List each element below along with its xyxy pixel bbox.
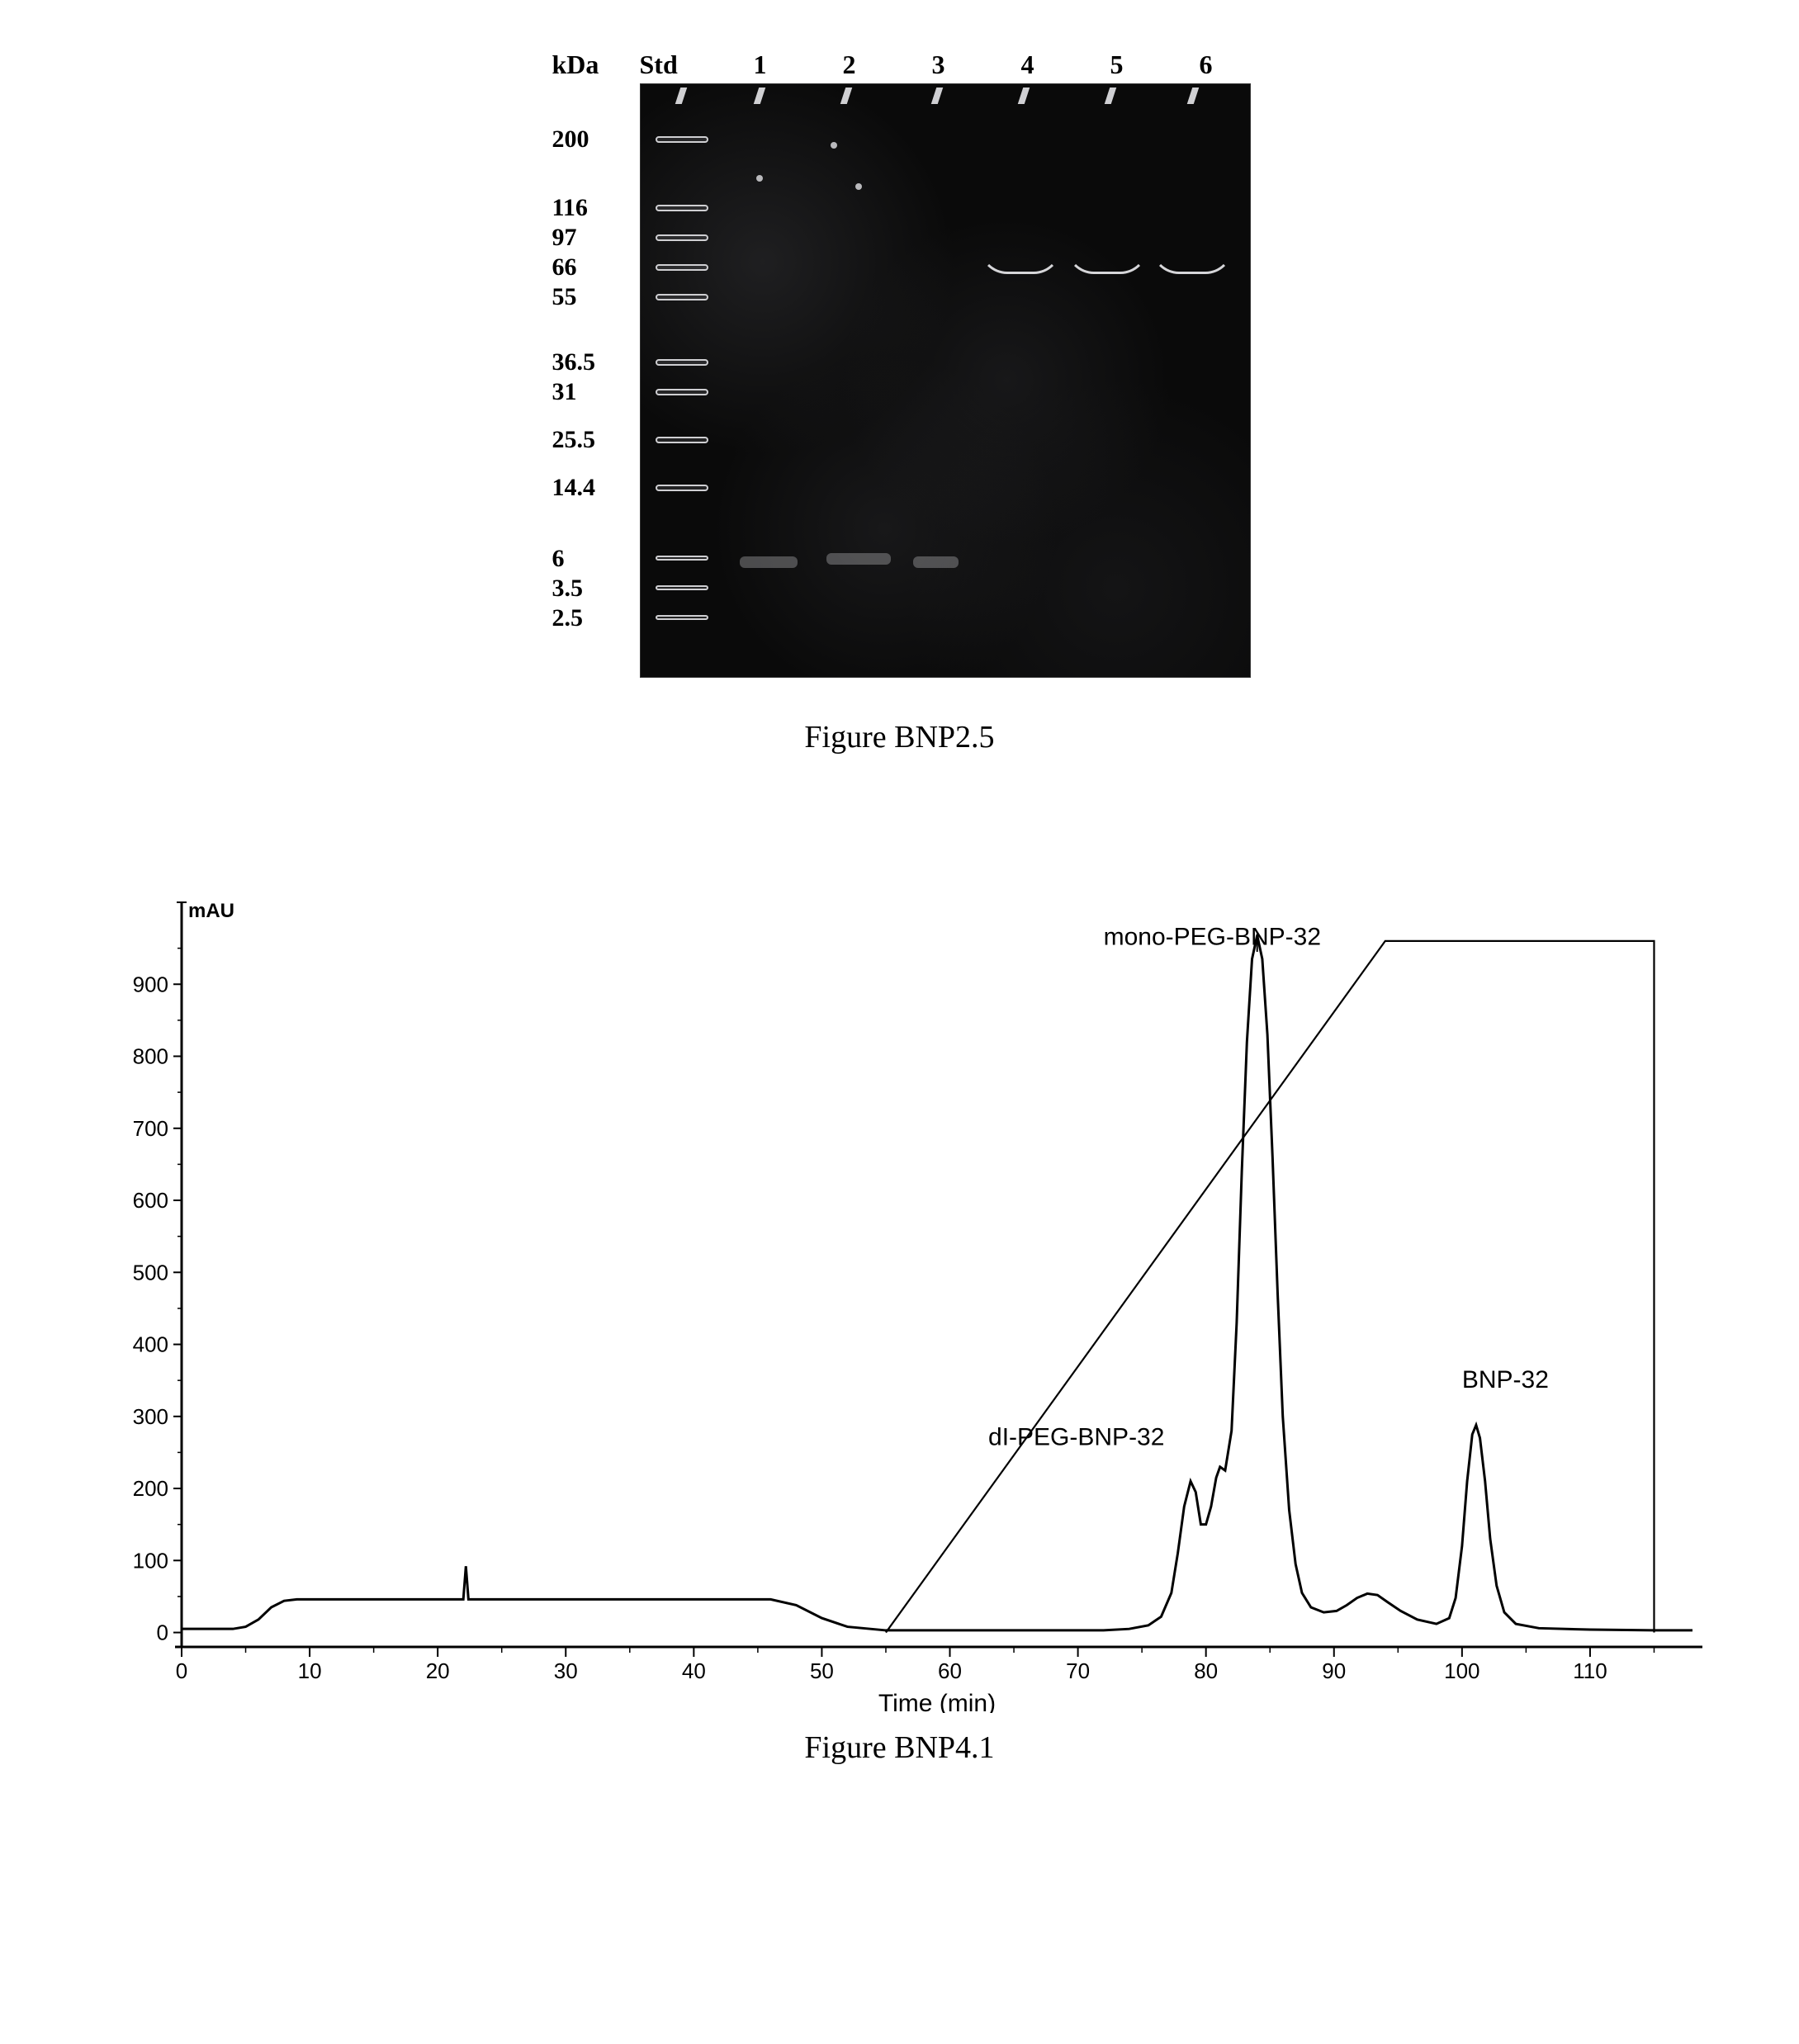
lane-label-std: Std (640, 50, 716, 80)
gel-noise (641, 84, 1250, 677)
x-tick-label: 0 (175, 1658, 187, 1683)
gel-image (640, 83, 1251, 678)
x-tick-label: 40 (681, 1658, 705, 1683)
y-axis-unit: mAU (188, 900, 234, 922)
ladder-band (656, 205, 708, 211)
lane-label-2: 2 (805, 50, 894, 80)
gel-wrapper: kDa Std 1 2 3 4 5 6 20011697665536.53125… (549, 50, 1251, 678)
mw-marker-label: 31 (552, 378, 577, 406)
y-tick-label: 900 (132, 972, 168, 996)
x-tick-label: 10 (297, 1658, 321, 1683)
mw-marker-label: 6 (552, 545, 565, 573)
ladder-band (656, 585, 708, 590)
gel-caption: Figure BNP2.5 (83, 719, 1716, 755)
ladder-band (656, 264, 708, 271)
chromatogram-trace (182, 935, 1692, 1630)
lane-label-6: 6 (1162, 50, 1251, 80)
lane-label-4: 4 (983, 50, 1072, 80)
y-tick-label: 500 (132, 1260, 168, 1285)
ladder-band (656, 485, 708, 491)
mw-marker-label: 3.5 (552, 575, 584, 603)
ladder-band (656, 615, 708, 620)
ladder-band (656, 389, 708, 395)
x-tick-label: 80 (1194, 1658, 1218, 1683)
mw-marker-label: 14.4 (552, 474, 596, 502)
mw-marker-label: 55 (552, 283, 577, 311)
mw-marker-label: 97 (552, 224, 577, 252)
y-tick-label: 600 (132, 1188, 168, 1213)
x-tick-label: 90 (1322, 1658, 1346, 1683)
x-tick-label: 60 (938, 1658, 962, 1683)
mw-marker-label: 36.5 (552, 348, 596, 376)
y-tick-label: 700 (132, 1116, 168, 1141)
y-tick-label: 100 (132, 1548, 168, 1573)
chromatogram-svg: 0 100 200 300 400 500 600 700 800 900 mAU 0 10 20 30 40… (91, 887, 1709, 1713)
ladder-band (656, 294, 708, 300)
y-tick-label: 300 (132, 1404, 168, 1429)
chromatogram-plot: 0 100 200 300 400 500 600 700 800 900 mAU 0 10 20 30 40… (91, 887, 1709, 1713)
x-axis-title: Time (min) (878, 1690, 995, 1713)
lane-label-3: 3 (894, 50, 983, 80)
chromatogram-figure: 0 100 200 300 400 500 600 700 800 900 mAU 0 10 20 30 40… (83, 887, 1716, 1766)
x-tick-label: 70 (1066, 1658, 1090, 1683)
y-tick-label: 200 (132, 1476, 168, 1501)
ladder-band (656, 234, 708, 241)
gel-body: 200 116976655 36.531 25.5 14.4 63.52.5 (549, 83, 1251, 678)
x-tick-label: 20 (425, 1658, 449, 1683)
mw-marker-label: 200 (552, 125, 589, 154)
gradient-line (885, 941, 1654, 1633)
y-tick-label: 400 (132, 1332, 168, 1357)
gel-lane-header: kDa Std 1 2 3 4 5 6 (549, 50, 1251, 80)
lane-label-1: 1 (716, 50, 805, 80)
peak-annotation: BNP-32 (1461, 1366, 1548, 1393)
ladder-band (656, 556, 708, 561)
mw-marker-label: 2.5 (552, 604, 584, 632)
lane-labels: Std 1 2 3 4 5 6 (640, 50, 1251, 80)
peak-annotation: dI-PEG-BNP-32 (988, 1424, 1164, 1451)
mw-marker-label: 25.5 (552, 426, 596, 454)
kda-label: kDa (549, 50, 640, 80)
ladder-band (656, 437, 708, 443)
mw-marker-label: 66 (552, 253, 577, 282)
x-tick-label: 100 (1444, 1658, 1479, 1683)
mw-marker-label: 116 (552, 194, 588, 222)
y-tick-label: 800 (132, 1044, 168, 1069)
lane-label-5: 5 (1072, 50, 1162, 80)
x-tick-label: 30 (553, 1658, 577, 1683)
mw-marker-column: 200 116976655 36.531 25.5 14.4 63.52.5 (549, 83, 640, 678)
ladder-band (656, 359, 708, 366)
y-tick-label: 0 (156, 1621, 168, 1645)
gel-figure: kDa Std 1 2 3 4 5 6 20011697665536.53125… (83, 50, 1716, 755)
x-tick-label: 110 (1573, 1658, 1607, 1683)
chromatogram-caption: Figure BNP4.1 (83, 1729, 1716, 1766)
x-tick-label: 50 (809, 1658, 833, 1683)
peak-annotation: mono-PEG-BNP-32 (1103, 923, 1320, 950)
ladder-band (656, 136, 708, 143)
